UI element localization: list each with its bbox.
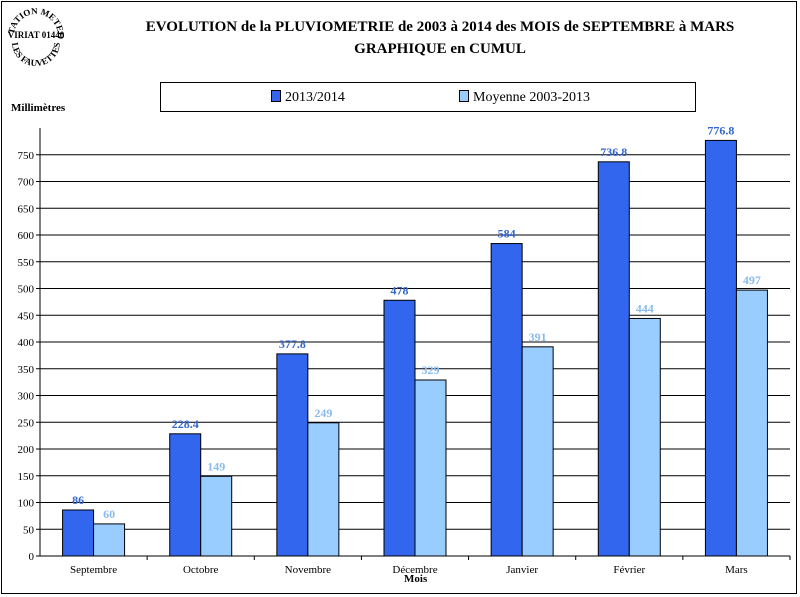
x-tick-label: Mars [725,564,748,576]
y-tick-label: 200 [18,444,35,456]
chart-subtitle: GRAPHIQUE en CUMUL [354,41,526,57]
x-tick-label: Décembre [392,564,437,576]
data-label-series1: 736.8 [600,145,627,159]
bar-series2 [521,346,554,557]
bar-series2 [414,379,447,557]
bar-series2 [93,523,126,557]
data-label-series1: 584 [498,227,516,241]
y-tick-label: 350 [18,364,35,376]
legend-label-series2: Moyenne 2003-2013 [473,90,591,105]
y-tick-label: 0 [29,551,35,563]
bar-series1 [169,433,202,557]
y-tick-label: 500 [18,284,35,296]
x-tick-label: Janvier [506,564,538,576]
y-tick-label: 150 [18,471,35,483]
station-logo: STATION METEO VIRIAT 01440 LES FAUVETTES [4,2,66,66]
data-label-series2: 497 [743,273,761,287]
bar-series2 [307,422,340,557]
data-label-series2: 391 [529,330,547,344]
legend-swatch-series1 [271,90,281,102]
y-tick-label: 250 [18,417,35,429]
bar-series1 [490,243,523,557]
bar-series1 [276,353,309,557]
bar-series2 [628,317,661,557]
y-tick-label: 100 [18,498,35,510]
legend-swatch-series2 [459,90,469,102]
y-tick-label: 300 [18,391,35,403]
data-label-series2: 149 [207,459,225,473]
x-tick-label: Février [613,564,645,576]
y-tick-label: 600 [18,230,35,242]
bar-series1 [597,161,630,557]
y-axis-label: Millimètres [11,102,66,114]
y-tick-label: 450 [18,310,35,322]
y-tick-label: 50 [23,524,35,536]
data-label-series1: 776.8 [707,123,734,137]
logo-line2: VIRIAT 01440 [8,30,65,40]
legend-label-series1: 2013/2014 [285,90,345,105]
bar-series1 [704,139,737,557]
data-label-series2: 444 [636,301,654,315]
data-label-series2: 329 [422,363,440,377]
y-tick-label: 550 [18,257,35,269]
y-tick-label: 750 [18,150,35,162]
x-axis-label: Mois [404,573,428,585]
data-label-series1: 478 [391,283,409,297]
data-label-series2: 249 [314,406,332,420]
bar-series2 [735,289,768,557]
x-tick-label: Novembre [285,564,332,576]
bar-series1 [62,509,95,557]
data-label-series1: 377.8 [279,337,306,351]
legend-item-series1: 2013/2014 [271,90,345,106]
x-tick-label: Octobre [183,564,219,576]
y-tick-label: 650 [18,203,35,215]
y-tick-label: 700 [18,177,35,189]
legend-item-series2: Moyenne 2003-2013 [459,90,590,106]
x-tick-label: Septembre [70,564,117,576]
y-tick-label: 400 [18,337,35,349]
bar-series1 [383,299,416,557]
data-label-series1: 228.4 [172,417,199,431]
data-label-series1: 86 [72,493,84,507]
legend: 2013/2014 Moyenne 2003-2013 [160,82,696,112]
data-label-series2: 60 [103,507,115,521]
bar-series2 [200,475,233,557]
chart-title: EVOLUTION de la PLUVIOMETRIE de 2003 à 2… [145,19,735,35]
